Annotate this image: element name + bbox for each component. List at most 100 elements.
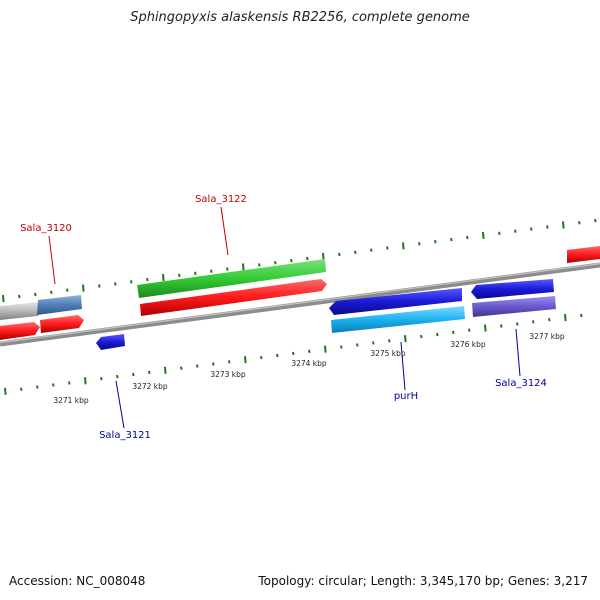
gene-arrow-red-left[interactable]	[0, 322, 40, 340]
minor-tick	[514, 229, 517, 233]
minor-tick	[196, 364, 199, 368]
genome-backbone	[0, 262, 600, 347]
minor-tick	[290, 259, 293, 263]
major-tick	[322, 252, 325, 261]
minor-tick	[114, 282, 117, 286]
minor-tick	[498, 231, 501, 235]
minor-tick	[52, 383, 55, 387]
gene-arrow-blue-right[interactable]	[471, 279, 554, 299]
minor-tick	[594, 219, 597, 223]
minor-tick	[548, 318, 551, 322]
major-tick	[2, 295, 5, 303]
minor-tick	[308, 349, 311, 353]
minor-tick	[178, 273, 181, 278]
minor-tick	[116, 374, 119, 379]
genome-backbone-highlight	[0, 263, 600, 344]
minor-tick	[578, 221, 581, 225]
axis-label-3273: 3273 kbp	[210, 370, 246, 379]
genome-stats-text: Topology: circular; Length: 3,345,170 bp…	[258, 574, 588, 588]
minor-tick	[276, 353, 279, 358]
gene-arrow-sala-3121[interactable]	[96, 334, 125, 350]
minor-tick	[418, 242, 421, 246]
sala-3124-leader	[515, 328, 521, 377]
gene-label-sala-3121[interactable]: Sala_3121	[99, 430, 151, 441]
axis-label-3276: 3276 kbp	[450, 340, 486, 349]
minor-tick	[354, 250, 357, 254]
gene-label-purh[interactable]: purH	[394, 391, 418, 402]
axis-label-3277: 3277 kbp	[529, 332, 565, 341]
minor-tick	[20, 387, 23, 391]
minor-tick	[356, 343, 359, 347]
minor-tick	[532, 320, 535, 324]
minor-tick	[468, 328, 471, 332]
major-tick	[164, 366, 167, 374]
gene-label-sala-3124[interactable]: Sala_3124	[495, 378, 547, 389]
gene-label-sala-3120[interactable]: Sala_3120	[20, 223, 72, 234]
major-tick	[404, 335, 407, 343]
forward-tick-row	[2, 219, 597, 303]
minor-tick	[228, 360, 231, 364]
axis-label-3271: 3271 kbp	[53, 396, 89, 405]
sala-3122-leader	[220, 206, 229, 256]
minor-tick	[180, 366, 183, 370]
minor-tick	[50, 290, 53, 294]
gene-arrow-sala-3122[interactable]	[137, 259, 326, 298]
minor-tick	[436, 332, 439, 337]
axis-label-3275: 3275 kbp	[370, 349, 406, 358]
major-tick	[242, 263, 245, 271]
minor-tick	[292, 351, 295, 356]
minor-tick	[18, 294, 21, 299]
major-tick	[162, 273, 165, 282]
minor-tick	[434, 240, 437, 244]
minor-tick	[274, 261, 277, 265]
major-tick	[562, 221, 565, 229]
minor-tick	[530, 227, 533, 231]
gene-arrow-purh-blue[interactable]	[329, 288, 462, 315]
minor-tick	[450, 237, 453, 242]
minor-tick	[338, 252, 341, 257]
major-tick	[402, 242, 405, 250]
gene-label-sala-3122[interactable]: Sala_3122	[195, 194, 247, 205]
minor-tick	[98, 284, 101, 288]
sala-3120-leader	[48, 235, 56, 285]
minor-tick	[420, 334, 423, 339]
major-tick	[324, 345, 327, 353]
minor-tick	[100, 377, 103, 381]
minor-tick	[146, 277, 149, 282]
minor-tick	[226, 267, 229, 271]
minor-tick	[516, 322, 519, 326]
minor-tick	[260, 355, 263, 360]
gene-arrow-red-main[interactable]	[140, 279, 327, 316]
minor-tick	[386, 246, 389, 250]
map-title: Sphingopyxis alaskensis RB2256, complete…	[130, 10, 470, 25]
gene-arrow-red-right[interactable]	[567, 246, 600, 263]
gene-arrow-sala-3124[interactable]	[472, 296, 556, 317]
axis-label-3274: 3274 kbp	[291, 359, 327, 368]
minor-tick	[130, 280, 133, 284]
minor-tick	[466, 235, 469, 240]
reverse-tick-row	[4, 313, 583, 395]
accession-text: Accession: NC_008048	[9, 574, 146, 588]
minor-tick	[66, 288, 69, 292]
gene-arrow-sala-3120[interactable]	[40, 315, 84, 333]
major-tick	[244, 356, 247, 364]
minor-tick	[306, 256, 309, 261]
sala-3121-leader	[115, 380, 125, 429]
gene-arrow-steelblue[interactable]	[37, 295, 82, 315]
gene-arrow-purh[interactable]	[331, 306, 465, 333]
major-tick	[564, 314, 567, 322]
minor-tick	[210, 269, 213, 273]
gene-arrow-silver[interactable]	[0, 302, 39, 320]
axis-label-3272: 3272 kbp	[132, 382, 168, 391]
minor-tick	[148, 370, 151, 375]
minor-tick	[36, 385, 39, 389]
minor-tick	[212, 362, 215, 366]
major-tick	[82, 284, 85, 292]
minor-tick	[500, 324, 503, 328]
major-tick	[4, 387, 7, 395]
minor-tick	[132, 372, 135, 377]
minor-tick	[452, 330, 455, 335]
major-tick	[484, 324, 487, 332]
